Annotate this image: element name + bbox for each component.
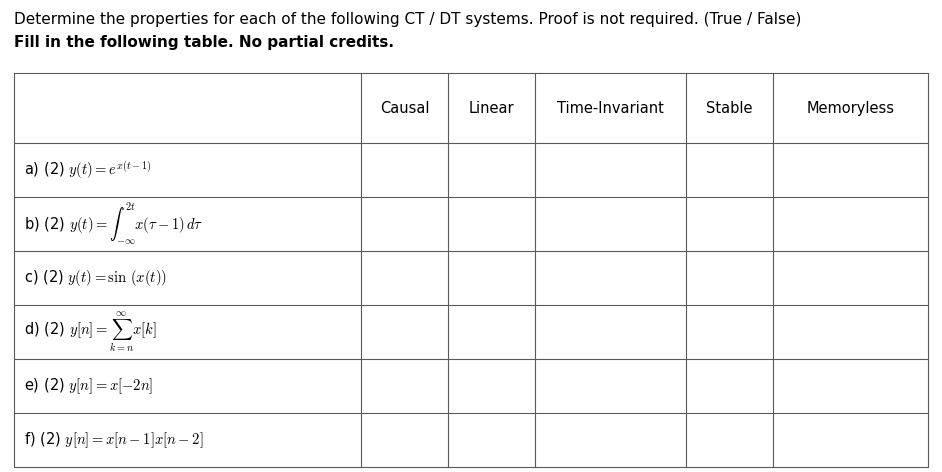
Text: c) (2) $y(t) = \sin\,(x(t))$: c) (2) $y(t) = \sin\,(x(t))$ bbox=[24, 268, 167, 288]
Text: Fill in the following table. No partial credits.: Fill in the following table. No partial … bbox=[14, 35, 394, 51]
Text: Linear: Linear bbox=[469, 101, 514, 116]
Text: e) (2) $y[n] = x[-2n]$: e) (2) $y[n] = x[-2n]$ bbox=[24, 377, 153, 396]
Text: b) (2) $y(t) = \int_{-\infty}^{2t} x(\tau - 1)\, d\tau$: b) (2) $y(t) = \int_{-\infty}^{2t} x(\ta… bbox=[24, 201, 203, 247]
Text: d) (2) $y[n] = \sum_{k=n}^{\infty} x[k]$: d) (2) $y[n] = \sum_{k=n}^{\infty} x[k]$ bbox=[24, 311, 156, 354]
Text: f) (2) $y[n] = x[n-1]x[n-2]$: f) (2) $y[n] = x[n-1]x[n-2]$ bbox=[24, 430, 203, 450]
Text: Memoryless: Memoryless bbox=[806, 101, 894, 116]
Text: Time-Invariant: Time-Invariant bbox=[557, 101, 664, 116]
Text: Determine the properties for each of the following CT / DT systems. Proof is not: Determine the properties for each of the… bbox=[14, 12, 802, 27]
Text: Stable: Stable bbox=[706, 101, 753, 116]
Text: a) (2) $y(t) = e^{x(t-1)}$: a) (2) $y(t) = e^{x(t-1)}$ bbox=[24, 160, 152, 181]
Text: Causal: Causal bbox=[380, 101, 430, 116]
